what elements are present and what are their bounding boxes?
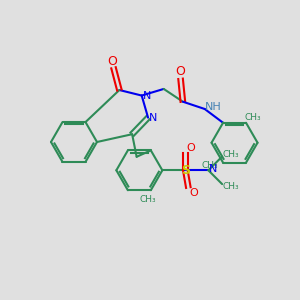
Text: CH₃: CH₃	[245, 113, 261, 122]
Text: N: N	[142, 91, 151, 100]
Text: NH: NH	[205, 102, 222, 112]
Text: N: N	[149, 112, 157, 123]
Text: CH₃: CH₃	[223, 150, 239, 159]
Text: O: O	[189, 188, 198, 198]
Text: CH₃: CH₃	[223, 182, 239, 190]
Text: CH₃: CH₃	[202, 161, 218, 170]
Text: O: O	[186, 143, 195, 153]
Text: O: O	[107, 55, 117, 68]
Text: O: O	[175, 65, 185, 78]
Text: N: N	[209, 164, 218, 174]
Text: S: S	[181, 164, 190, 177]
Text: CH₃: CH₃	[140, 195, 156, 204]
